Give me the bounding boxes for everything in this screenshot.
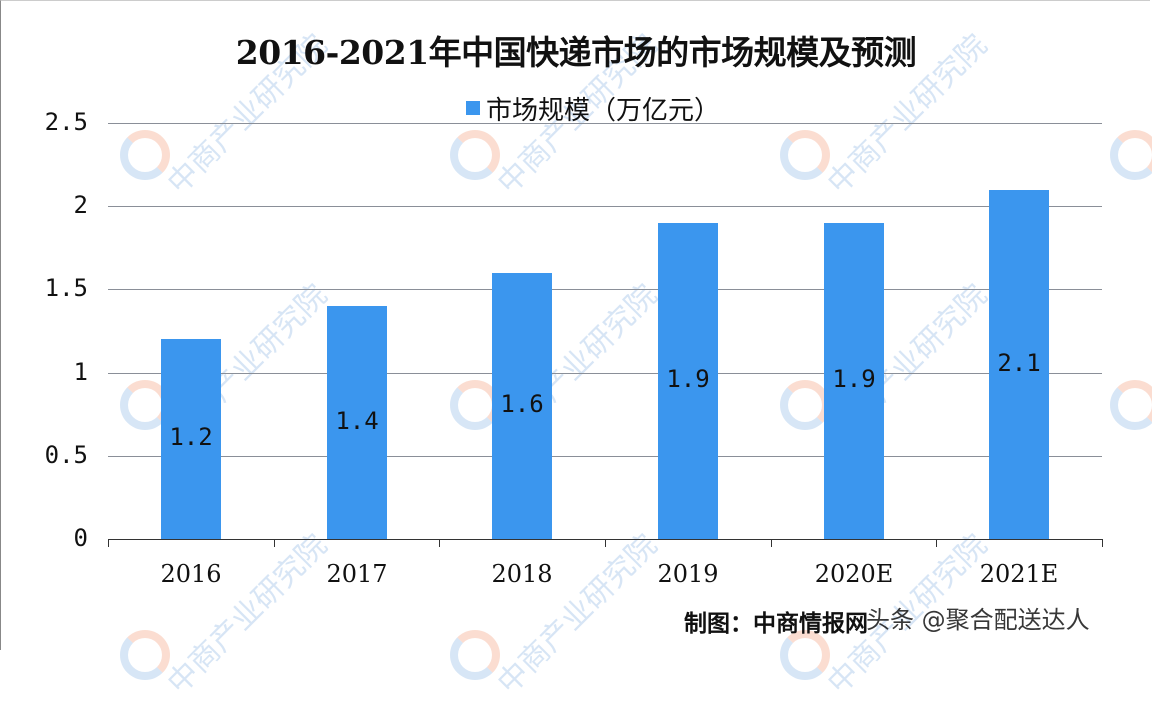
legend-label: 市场规模（万亿元） [486, 95, 721, 126]
bar-2020E: 1.9 [824, 223, 884, 539]
gridline [108, 123, 1102, 124]
x-tick-label: 2019 [657, 560, 719, 588]
x-tick-mark [1102, 539, 1103, 547]
x-tick-label: 2020E [814, 560, 894, 588]
gridline [108, 289, 1102, 290]
x-tick-mark [605, 539, 606, 547]
bar-2016: 1.2 [161, 339, 221, 539]
y-tick-label: 0.5 [44, 441, 88, 469]
bar-2018: 1.6 [492, 273, 552, 539]
bar-2019: 1.9 [658, 223, 718, 539]
legend-swatch-icon [466, 101, 480, 115]
gridline [108, 456, 1102, 457]
chart-title: 2016-2021年中国快递市场的市场规模及预测 [235, 33, 917, 72]
bar-2021E: 2.1 [989, 190, 1049, 539]
x-tick-mark [439, 539, 440, 547]
y-tick-label: 0 [73, 524, 88, 552]
x-tick-mark [108, 539, 109, 547]
x-tick-mark [771, 539, 772, 547]
y-tick-label: 2 [73, 191, 88, 219]
y-tick-label: 1.5 [44, 274, 88, 302]
bar-data-label: 1.9 [666, 365, 710, 393]
bar-data-label: 1.6 [500, 390, 544, 418]
x-tick-label: 2021E [979, 560, 1059, 588]
y-tick-label: 2.5 [44, 108, 88, 136]
chart-frame [0, 0, 1150, 650]
source-credit: 制图：中商情报网 [684, 611, 868, 637]
x-tick-label: 2018 [491, 560, 553, 588]
x-tick-mark [274, 539, 275, 547]
bar-data-label: 2.1 [997, 349, 1041, 377]
y-tick-label: 1 [73, 358, 88, 386]
gridline [108, 206, 1102, 207]
x-tick-label: 2017 [326, 560, 388, 588]
gridline [108, 373, 1102, 374]
x-tick-label: 2016 [160, 560, 222, 588]
bar-data-label: 1.9 [832, 365, 876, 393]
plot-area: 0 0.5 1 1.5 2 2.5 1.2 2016 1.4 2017 1.6 2018 1.9 2019… [44, 108, 1103, 588]
bar-2017: 1.4 [327, 306, 387, 539]
legend: 市场规模（万亿元） [466, 88, 720, 128]
bar-data-label: 1.2 [169, 423, 213, 451]
bar-data-label: 1.4 [335, 407, 379, 435]
x-tick-mark [936, 539, 937, 547]
overlay-watermark: 头条 @聚合配送达人 [866, 606, 1090, 634]
